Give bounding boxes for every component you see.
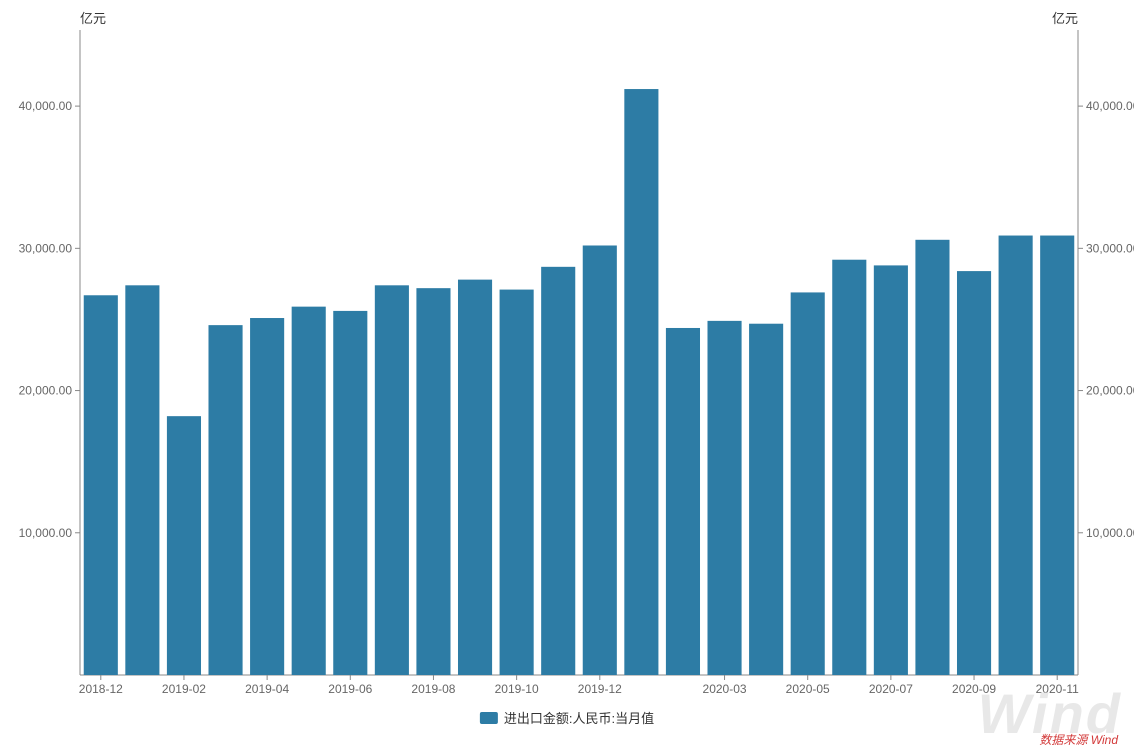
y-tick-right: 10,000.00 — [1086, 526, 1134, 540]
bar — [583, 245, 617, 675]
chart-svg: 亿元 亿元 10,000.00 10,000.00 20,000.00 20,000.00… — [0, 0, 1134, 756]
bar — [624, 89, 658, 675]
legend-swatch — [480, 712, 498, 724]
x-tick-label: 2020-03 — [703, 682, 747, 696]
bar — [416, 288, 450, 675]
bar — [832, 260, 866, 675]
x-tick-label: 2018-12 — [79, 682, 123, 696]
x-tick-label: 2019-12 — [578, 682, 622, 696]
bar — [458, 280, 492, 675]
y-tick-left: 40,000.00 — [19, 99, 73, 113]
bar — [874, 265, 908, 675]
bar — [375, 285, 409, 675]
bar — [125, 285, 159, 675]
bar — [791, 292, 825, 675]
x-tick-label: 2019-02 — [162, 682, 206, 696]
bar — [208, 325, 242, 675]
y-tick-left: 10,000.00 — [19, 526, 73, 540]
y-tick-left: 20,000.00 — [19, 384, 73, 398]
bar — [1040, 236, 1074, 675]
bar — [292, 307, 326, 675]
y-unit-left: 亿元 — [80, 11, 106, 26]
y-unit-right: 亿元 — [1052, 11, 1078, 26]
bar — [957, 271, 991, 675]
x-tick-label: 2020-05 — [786, 682, 830, 696]
x-tick-label: 2019-08 — [411, 682, 455, 696]
legend-label: 进出口金额:人民币:当月值 — [504, 708, 654, 727]
bar — [333, 311, 367, 675]
legend: 进出口金额:人民币:当月值 — [480, 708, 654, 727]
bar — [749, 324, 783, 675]
x-tick-label: 2019-06 — [328, 682, 372, 696]
x-tick-label: 2020-07 — [869, 682, 913, 696]
bar — [541, 267, 575, 675]
bar — [707, 321, 741, 675]
bar — [666, 328, 700, 675]
y-tick-right: 30,000.00 — [1086, 241, 1134, 255]
x-tick-label: 2019-10 — [495, 682, 539, 696]
bar — [84, 295, 118, 675]
bar — [250, 318, 284, 675]
chart-container: 亿元 亿元 10,000.00 10,000.00 20,000.00 20,000.00… — [0, 0, 1134, 756]
y-tick-right: 40,000.00 — [1086, 99, 1134, 113]
bar — [915, 240, 949, 675]
data-source: 数据来源 Wind — [1039, 731, 1118, 748]
bar — [167, 416, 201, 675]
y-tick-right: 20,000.00 — [1086, 384, 1134, 398]
bar — [999, 236, 1033, 675]
x-tick-label: 2020-09 — [952, 682, 996, 696]
y-tick-left: 30,000.00 — [19, 241, 73, 255]
bar — [500, 290, 534, 675]
x-tick-label: 2020-11 — [1036, 682, 1079, 696]
x-tick-label: 2019-04 — [245, 682, 289, 696]
